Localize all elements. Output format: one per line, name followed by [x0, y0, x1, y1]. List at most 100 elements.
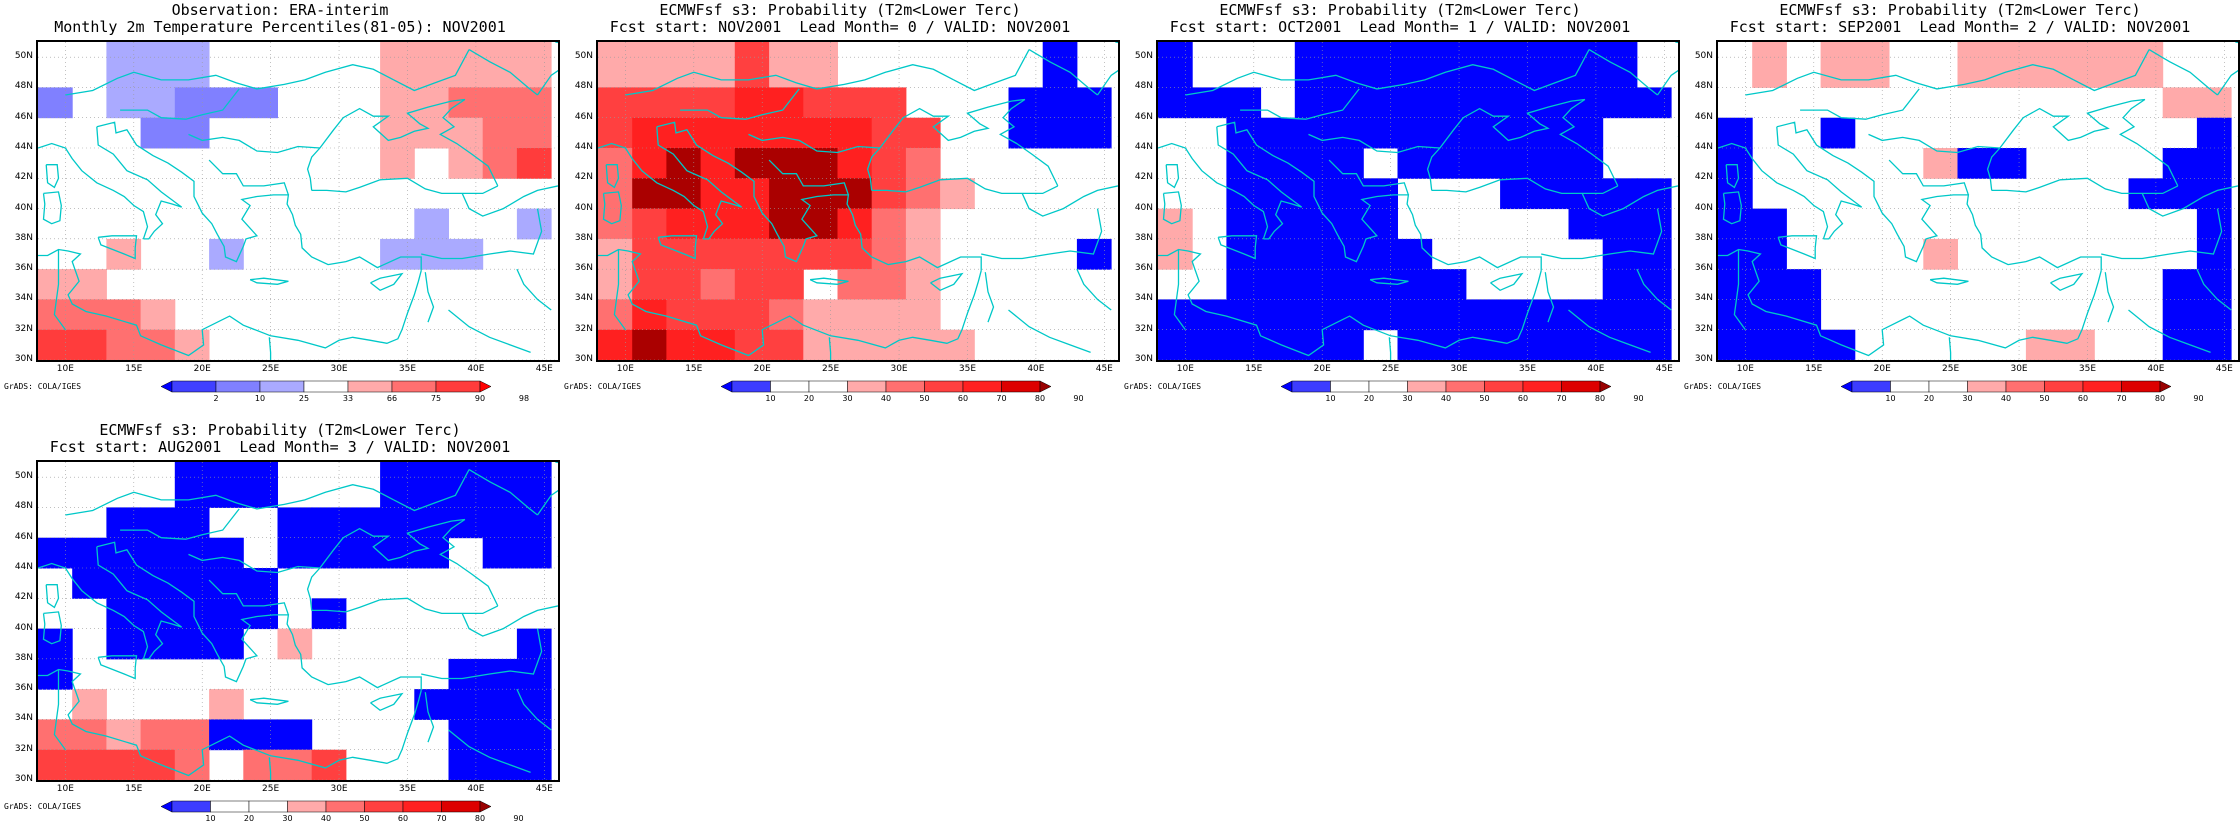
grid-cell — [243, 749, 278, 780]
colorbar-segment — [435, 380, 481, 393]
lon-tick-label: 40E — [1027, 364, 1045, 374]
grid-cell — [1294, 42, 1330, 88]
colorbar-segment — [1522, 380, 1562, 393]
lat-tick-label: 42N — [574, 172, 593, 183]
coastline — [2141, 185, 2238, 217]
grid-cell — [516, 719, 552, 751]
coastline — [53, 249, 66, 331]
grid-cell — [2162, 329, 2198, 360]
grid-cell — [311, 537, 347, 569]
coastline — [468, 469, 538, 516]
grid-cell — [380, 87, 415, 119]
grid-cell — [482, 749, 518, 780]
grid-cell — [2196, 117, 2232, 149]
grid-cell — [598, 208, 633, 240]
colorbar-segment — [808, 380, 848, 393]
grid-cell — [482, 148, 518, 179]
grid-cell — [38, 269, 73, 300]
colorbar-tick-label: 50 — [359, 814, 370, 823]
lat-tick-label: 30N — [574, 354, 593, 364]
grid-cell — [1294, 299, 1330, 331]
grid-cell — [2196, 299, 2232, 331]
grid-cell — [380, 148, 415, 179]
grid-cell — [277, 749, 313, 780]
coastline — [448, 729, 531, 774]
colorbar-segment — [1445, 380, 1485, 393]
lon-tick-label: 35E — [2078, 364, 2097, 374]
grid-cell — [1042, 87, 1078, 119]
grid-cell — [140, 87, 176, 119]
colorbar-segment — [215, 380, 261, 393]
coastline — [828, 337, 832, 360]
colorbar-segment — [391, 380, 437, 393]
grid-cell — [1465, 148, 1501, 179]
grid-cell — [1226, 329, 1262, 360]
grid-cell — [871, 208, 907, 240]
coastline — [1948, 337, 1952, 360]
grid-cell — [106, 749, 142, 780]
colorbar-tick-label: 10 — [205, 814, 216, 823]
grid-cell — [72, 269, 107, 300]
coastline — [306, 98, 499, 191]
grid-cell — [1602, 299, 1638, 331]
colorbar-tick-label: 80 — [474, 814, 486, 823]
grid-cell — [1568, 329, 1604, 360]
grid-cell — [174, 719, 210, 751]
map-title-line-1: Observation: ERA-interim — [171, 1, 389, 19]
coastline — [2101, 208, 2223, 260]
grid-cell — [482, 719, 518, 751]
coastline — [656, 126, 743, 240]
grid-cell — [1363, 42, 1398, 88]
lon-tick-label: 40E — [467, 364, 485, 374]
lon-tick-label: 10E — [1176, 364, 1194, 374]
grid-cell — [448, 117, 484, 149]
colorbar-segment — [847, 380, 887, 393]
grid-cell — [414, 462, 449, 508]
coastline — [1656, 42, 1678, 96]
lon-tick-label: 10E — [616, 364, 634, 374]
grid-cell — [516, 462, 552, 508]
grid-cell — [2162, 87, 2198, 119]
map-title-line-1: ECMWFsf s3: Probability (T2m<Lower Terc) — [659, 1, 1021, 19]
lon-tick-label: 40E — [1587, 364, 1605, 374]
coastline — [1888, 159, 1970, 196]
grid-cell — [905, 238, 941, 270]
lon-tick-label: 45E — [2215, 364, 2233, 374]
grid-cell — [2162, 178, 2198, 210]
coastline — [516, 688, 552, 731]
grid-cell — [2196, 329, 2232, 360]
grid-cell — [1226, 178, 1262, 210]
colorbar-tick-label: 60 — [1517, 394, 1529, 403]
lat-tick-label: 36N — [14, 263, 33, 274]
grid-cell — [598, 42, 633, 88]
coastline — [1733, 249, 1746, 331]
grads-credit: GrADS: COLA/IGES — [4, 382, 82, 391]
coastline — [1722, 191, 1742, 225]
grid-cell — [2196, 208, 2232, 240]
grid-cell — [277, 537, 313, 569]
coastline — [249, 697, 289, 705]
colorbar-segment — [1599, 380, 1612, 393]
coastline — [1725, 164, 1740, 189]
grid-cell — [448, 462, 484, 508]
grid-cell — [209, 462, 244, 508]
lat-tick-label: 38N — [14, 232, 33, 243]
grid-cell — [174, 87, 210, 119]
colorbar-segment — [402, 800, 442, 813]
grid-cell — [1854, 42, 1890, 88]
coastline — [981, 208, 1103, 260]
grid-cell — [516, 658, 552, 690]
coastline — [1581, 185, 1678, 217]
grid-cell — [734, 87, 770, 119]
lat-tick-label: 44N — [14, 562, 33, 572]
grid-cell — [482, 537, 518, 569]
coastline — [120, 88, 240, 120]
coastline — [1426, 98, 1619, 191]
grid-cell — [1260, 178, 1296, 210]
grid-cell — [1260, 208, 1296, 240]
grid-cell — [598, 148, 633, 179]
grid-cell — [1568, 117, 1604, 149]
coastline — [1929, 277, 1969, 285]
grid-cell — [277, 507, 313, 539]
grid-cell — [1431, 269, 1467, 300]
